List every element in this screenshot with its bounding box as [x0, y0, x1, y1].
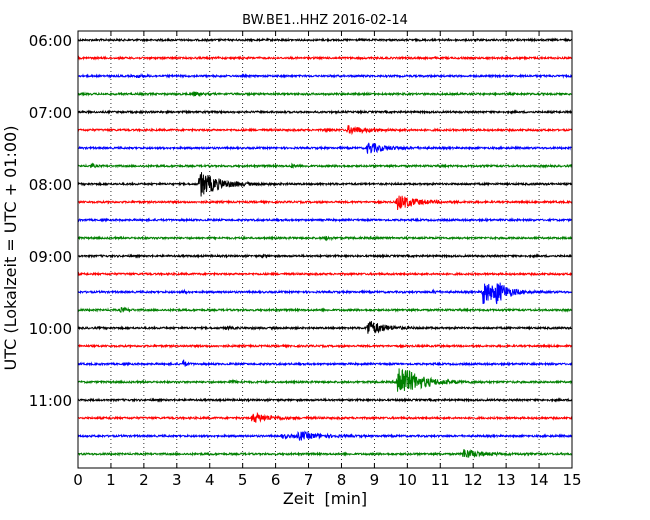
x-tick-label: 5	[238, 471, 248, 489]
seismic-trace	[77, 109, 573, 115]
x-tick-label: 6	[271, 471, 281, 489]
seismic-trace	[77, 37, 573, 43]
seismic-trace	[77, 195, 573, 211]
seismic-trace	[77, 125, 573, 136]
seismic-trace	[77, 162, 573, 169]
x-tick-label: 11	[431, 471, 450, 489]
seismic-trace	[77, 282, 573, 305]
x-axis-label: Zeit [min]	[283, 489, 367, 508]
seismic-trace	[77, 397, 573, 403]
x-tick-label: 13	[497, 471, 516, 489]
y-tick-label: 11:00	[29, 392, 72, 410]
x-tick-label: 9	[370, 471, 380, 489]
y-tick-label: 09:00	[29, 248, 72, 266]
x-tick-label: 14	[530, 471, 549, 489]
seismic-trace	[77, 306, 573, 313]
seismic-trace	[77, 271, 573, 277]
y-tick-label: 10:00	[29, 320, 72, 338]
y-axis: 06:00 07:00 08:00 09:00 10:00 11:00	[29, 32, 72, 410]
seismic-trace	[77, 321, 573, 334]
x-tick-label: 4	[205, 471, 215, 489]
trace-group	[77, 37, 573, 458]
seismic-trace	[77, 142, 573, 154]
seismic-trace	[77, 430, 573, 441]
x-tick-label: 12	[464, 471, 483, 489]
vertical-grid	[110, 31, 540, 468]
seismic-trace	[77, 343, 573, 349]
seismic-trace	[77, 253, 573, 259]
x-tick-label: 7	[304, 471, 314, 489]
seismic-trace	[77, 448, 573, 458]
y-tick-label: 07:00	[29, 104, 72, 122]
x-tick-label: 0	[73, 471, 83, 489]
x-tick-label: 10	[398, 471, 417, 489]
x-tick-label: 1	[106, 471, 116, 489]
x-axis: 0 1 2 3 4 5 6 7 8 9 10 11 12 13 14 15	[73, 31, 582, 489]
seismic-trace	[77, 72, 573, 79]
y-tick-label: 06:00	[29, 32, 72, 50]
y-axis-label: UTC (Lokalzeit = UTC + 01:00)	[1, 126, 20, 371]
seismic-trace	[77, 368, 573, 392]
y-tick-label: 08:00	[29, 176, 72, 194]
seismic-trace	[77, 217, 573, 223]
seismic-trace	[77, 172, 573, 197]
chart-title: BW.BE1..HHZ 2016-02-14	[242, 13, 408, 28]
seismic-trace	[77, 359, 573, 367]
seismic-trace	[77, 90, 573, 98]
x-tick-label: 8	[337, 471, 347, 489]
seismic-trace	[77, 235, 573, 242]
x-tick-label: 15	[562, 471, 581, 489]
seismic-trace	[77, 55, 573, 61]
x-tick-label: 2	[139, 471, 149, 489]
x-tick-label: 3	[172, 471, 182, 489]
plot-frame	[77, 30, 573, 469]
seismic-trace	[77, 411, 573, 423]
